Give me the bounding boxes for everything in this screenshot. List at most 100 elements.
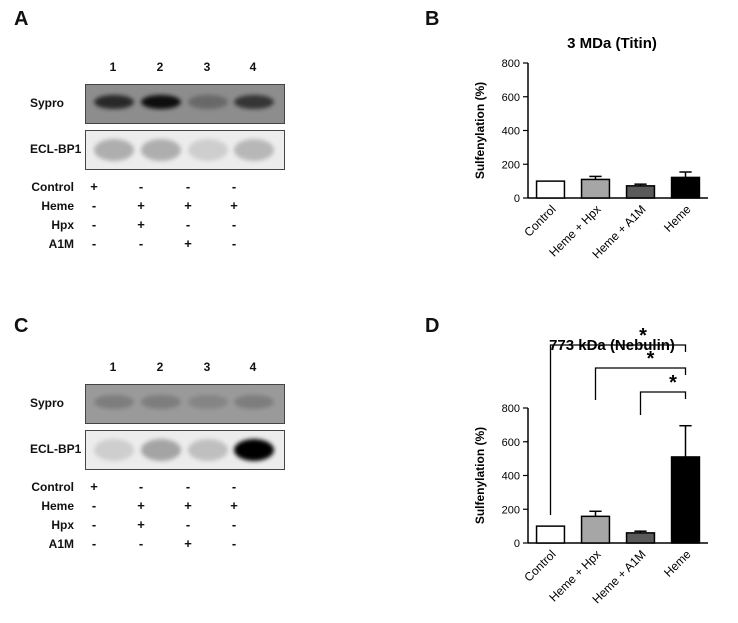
bar-chart-nebulin: 773 kDa (Nebulin)0200400600800Sulfenylat… (473, 325, 708, 606)
condition-sign: + (230, 198, 238, 213)
significance-bracket (639, 391, 687, 415)
condition-label: Heme (41, 199, 74, 213)
condition-sign: + (230, 498, 238, 513)
x-tick-label: Heme (661, 547, 694, 580)
condition-sign: - (138, 536, 144, 551)
blot-band (234, 95, 274, 109)
x-tick-label: Heme (661, 202, 694, 235)
blot-band (234, 439, 274, 461)
blot-band (94, 95, 134, 109)
blot-band (94, 139, 134, 161)
blot-band (141, 395, 181, 409)
lane-number: 4 (249, 60, 257, 74)
lane-number: 1 (109, 60, 117, 74)
y-tick-label: 0 (514, 193, 520, 205)
y-tick-label: 200 (502, 504, 520, 516)
condition-sign: - (138, 236, 144, 251)
condition-sign: - (231, 517, 237, 532)
y-tick-label: 600 (502, 92, 520, 104)
condition-label: Hpx (51, 518, 74, 532)
blot-label: Sypro (30, 396, 65, 410)
significance-star: * (639, 325, 647, 347)
blot-image (85, 84, 285, 124)
condition-label: Hpx (51, 218, 74, 232)
condition-label: Control (31, 180, 74, 194)
lane-number: 2 (156, 360, 164, 374)
significance-star: * (647, 348, 655, 370)
condition-sign: - (185, 217, 191, 232)
blot-band (234, 395, 274, 409)
y-tick-label: 800 (502, 58, 520, 70)
blot-band (234, 139, 274, 161)
condition-sign: - (91, 498, 97, 513)
condition-label: A1M (48, 537, 74, 551)
condition-sign: + (184, 498, 192, 513)
condition-sign: - (91, 517, 97, 532)
condition-sign: + (90, 479, 98, 494)
condition-sign: - (138, 479, 144, 494)
blot-label: ECL-BP1 (30, 142, 82, 156)
condition-sign: + (137, 498, 145, 513)
condition-sign: - (185, 517, 191, 532)
condition-sign: + (184, 536, 192, 551)
blot-band (188, 439, 228, 461)
condition-sign: + (184, 198, 192, 213)
blot-image (85, 430, 285, 470)
y-tick-label: 800 (502, 403, 520, 415)
bar (535, 525, 566, 544)
y-axis-label: Sulfenylation (%) (473, 427, 487, 524)
panel-letter-b: B (425, 8, 440, 30)
y-tick-label: 600 (502, 437, 520, 449)
blot-image (85, 384, 285, 424)
blot-band (141, 139, 181, 161)
significance-bracket (549, 344, 687, 515)
condition-label: Heme (41, 499, 74, 513)
condition-sign: - (231, 217, 237, 232)
significance-star: * (669, 372, 677, 394)
lane-number: 4 (249, 360, 257, 374)
condition-sign: - (185, 179, 191, 194)
lane-number: 3 (203, 360, 211, 374)
bar (625, 185, 656, 199)
bar (580, 178, 611, 199)
panel-letter-d: D (425, 315, 440, 337)
condition-sign: - (91, 536, 97, 551)
y-tick-label: 0 (514, 538, 520, 550)
blot-band (188, 95, 228, 109)
y-tick-label: 400 (502, 471, 520, 483)
panel-letter-a: A (14, 8, 29, 30)
condition-label: A1M (48, 237, 74, 251)
condition-label: Control (31, 480, 74, 494)
condition-sign: + (184, 236, 192, 251)
condition-sign: - (231, 536, 237, 551)
blot-band (94, 395, 134, 409)
bar-chart-titin: 3 MDa (Titin) 0 200 400 600 800 Sulfenylation … (473, 35, 708, 261)
y-tick-label: 200 (502, 159, 520, 171)
condition-sign: - (138, 179, 144, 194)
condition-sign: - (231, 236, 237, 251)
bar (625, 532, 656, 544)
blot-band (94, 439, 134, 461)
blot-label: ECL-BP1 (30, 442, 82, 456)
lane-number: 2 (156, 60, 164, 74)
condition-sign: - (91, 198, 97, 213)
x-tick-label: Control (521, 547, 558, 584)
blot-band (188, 395, 228, 409)
blot-image (85, 130, 285, 170)
condition-sign: + (90, 179, 98, 194)
chart-title: 3 MDa (Titin) (567, 35, 657, 52)
condition-sign: - (185, 479, 191, 494)
condition-sign: + (137, 217, 145, 232)
blot-band (141, 439, 181, 461)
lane-number: 3 (203, 60, 211, 74)
bar (580, 515, 611, 544)
y-tick-label: 400 (502, 126, 520, 138)
blot-band (188, 139, 228, 161)
x-tick-label: Control (521, 202, 558, 239)
bar (670, 456, 701, 544)
condition-sign: - (91, 217, 97, 232)
condition-sign: + (137, 198, 145, 213)
condition-sign: - (91, 236, 97, 251)
condition-sign: + (137, 517, 145, 532)
bar (535, 180, 566, 199)
